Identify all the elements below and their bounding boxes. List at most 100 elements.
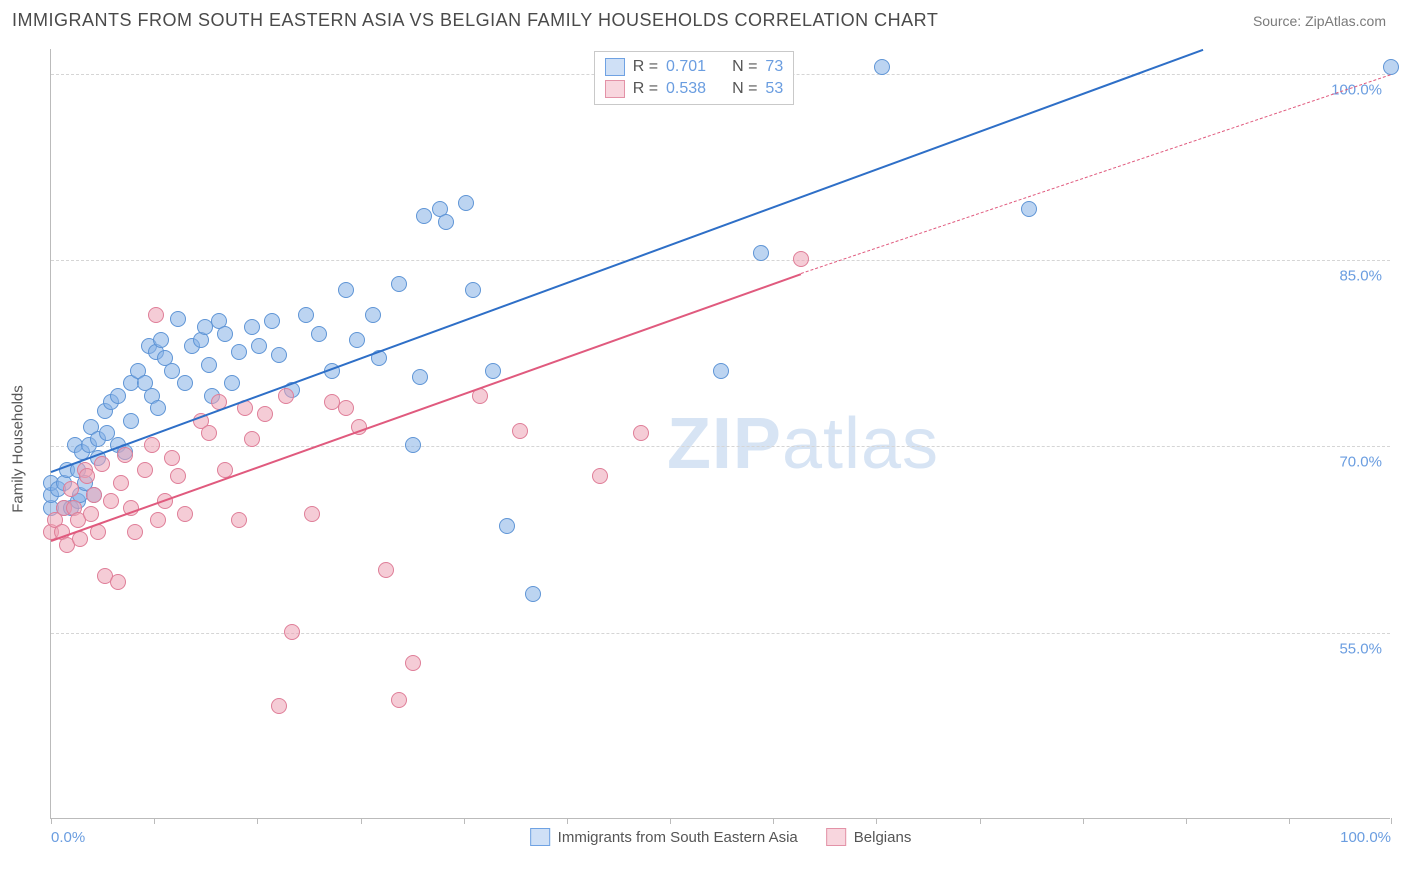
plot-area: ZIPatlas 55.0%70.0%85.0%100.0%0.0%100.0%…: [50, 49, 1390, 819]
chart-header: IMMIGRANTS FROM SOUTH EASTERN ASIA VS BE…: [0, 0, 1406, 39]
data-point: [304, 506, 320, 522]
data-point: [144, 437, 160, 453]
data-point: [150, 512, 166, 528]
data-point: [278, 388, 294, 404]
legend-swatch: [530, 828, 550, 846]
x-tick: [1289, 818, 1290, 824]
legend-row: R =0.701N =73: [605, 56, 784, 78]
data-point: [201, 357, 217, 373]
data-point: [349, 332, 365, 348]
data-point: [63, 481, 79, 497]
data-point: [391, 692, 407, 708]
x-tick: [154, 818, 155, 824]
data-point: [499, 518, 515, 534]
data-point: [177, 375, 193, 391]
data-point: [793, 251, 809, 267]
x-tick: [773, 818, 774, 824]
x-tick: [567, 818, 568, 824]
data-point: [110, 574, 126, 590]
data-point: [465, 282, 481, 298]
data-point: [271, 698, 287, 714]
data-point: [405, 437, 421, 453]
y-tick-label: 100.0%: [1331, 81, 1382, 98]
correlation-legend: R =0.701N =73R =0.538N =53: [594, 51, 795, 105]
data-point: [110, 388, 126, 404]
data-point: [391, 276, 407, 292]
x-tick: [257, 818, 258, 824]
x-tick: [876, 818, 877, 824]
data-point: [365, 307, 381, 323]
chart-title: IMMIGRANTS FROM SOUTH EASTERN ASIA VS BE…: [12, 10, 938, 31]
x-tick-label: 100.0%: [1340, 829, 1391, 846]
gridline: [51, 260, 1390, 261]
data-point: [271, 347, 287, 363]
data-point: [633, 425, 649, 441]
y-axis-title: Family Households: [10, 385, 27, 513]
legend-r-value: 0.538: [666, 80, 706, 98]
series-label: Immigrants from South Eastern Asia: [558, 829, 798, 846]
legend-n-label: N =: [732, 80, 757, 98]
data-point: [244, 431, 260, 447]
data-point: [458, 195, 474, 211]
series-legend-item: Immigrants from South Eastern Asia: [530, 828, 798, 846]
legend-r-label: R =: [633, 58, 658, 76]
data-point: [177, 506, 193, 522]
data-point: [170, 311, 186, 327]
legend-swatch: [605, 58, 625, 76]
data-point: [217, 326, 233, 342]
series-legend: Immigrants from South Eastern Asia Belgia…: [530, 828, 912, 846]
data-point: [592, 468, 608, 484]
data-point: [150, 400, 166, 416]
data-point: [264, 313, 280, 329]
data-point: [83, 506, 99, 522]
x-tick: [361, 818, 362, 824]
x-tick: [464, 818, 465, 824]
legend-r-label: R =: [633, 80, 658, 98]
data-point: [117, 447, 133, 463]
data-point: [224, 375, 240, 391]
data-point: [103, 493, 119, 509]
data-point: [298, 307, 314, 323]
data-point: [79, 468, 95, 484]
data-point: [113, 475, 129, 491]
y-tick-label: 55.0%: [1339, 640, 1382, 657]
x-tick: [51, 818, 52, 824]
data-point: [148, 307, 164, 323]
data-point: [338, 282, 354, 298]
data-point: [412, 369, 428, 385]
data-point: [164, 450, 180, 466]
data-point: [525, 586, 541, 602]
x-tick: [1083, 818, 1084, 824]
series-legend-item: Belgians: [826, 828, 912, 846]
series-label: Belgians: [854, 829, 912, 846]
legend-n-value: 53: [765, 80, 783, 98]
legend-swatch: [826, 828, 846, 846]
data-point: [512, 423, 528, 439]
x-tick: [1186, 818, 1187, 824]
gridline: [51, 633, 1390, 634]
data-point: [257, 406, 273, 422]
data-point: [874, 59, 890, 75]
data-point: [338, 400, 354, 416]
watermark: ZIPatlas: [667, 403, 939, 485]
data-point: [753, 245, 769, 261]
data-point: [164, 363, 180, 379]
data-point: [438, 214, 454, 230]
legend-n-label: N =: [732, 58, 757, 76]
data-point: [251, 338, 267, 354]
data-point: [1383, 59, 1399, 75]
y-tick-label: 70.0%: [1339, 454, 1382, 471]
data-point: [405, 655, 421, 671]
legend-row: R = 0.538 N = 53: [605, 78, 784, 100]
chart-container: Family Households ZIPatlas 55.0% 70.0% 85.…: [0, 39, 1406, 859]
data-point: [137, 462, 153, 478]
x-tick: [670, 818, 671, 824]
data-point: [378, 562, 394, 578]
data-point: [244, 319, 260, 335]
trend-line: [51, 49, 1204, 473]
data-point: [201, 425, 217, 441]
data-point: [153, 332, 169, 348]
data-point: [86, 487, 102, 503]
y-tick-label: 85.0%: [1339, 268, 1382, 285]
data-point: [127, 524, 143, 540]
